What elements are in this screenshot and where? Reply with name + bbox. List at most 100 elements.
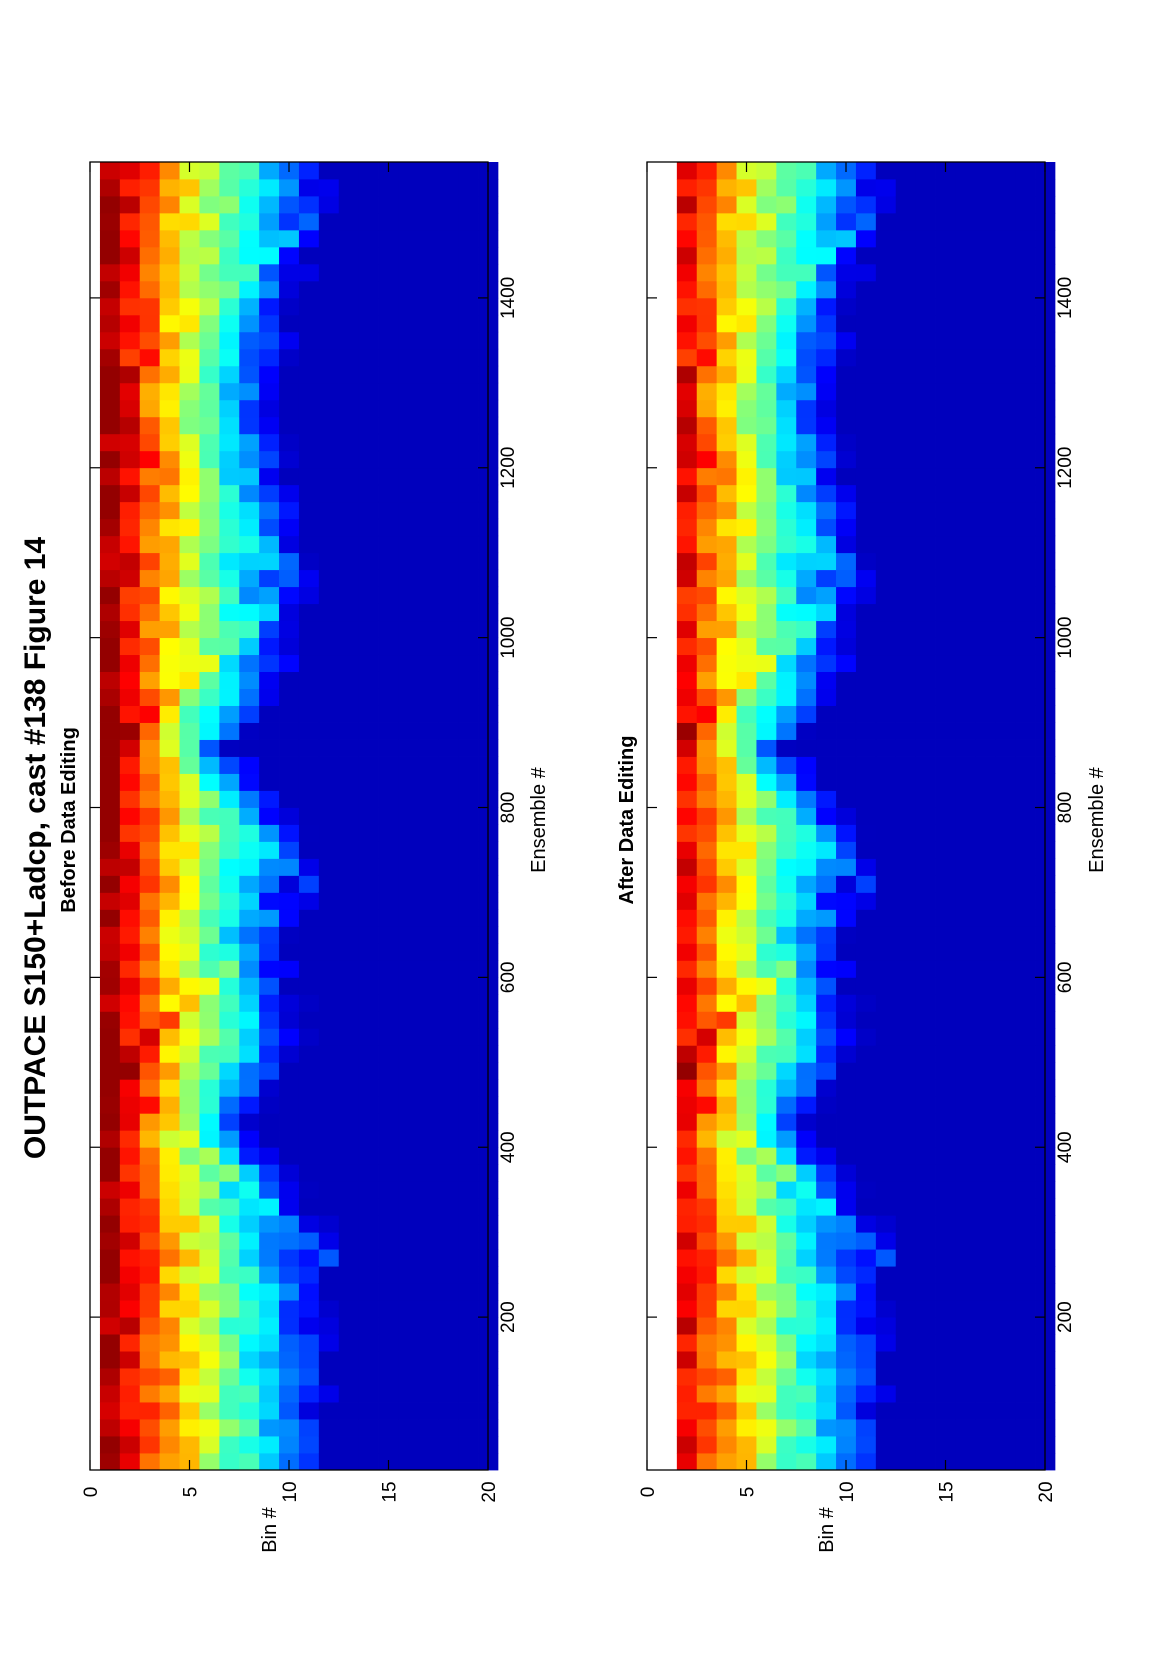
heatmap-cell <box>816 1249 837 1267</box>
heatmap-cell <box>995 552 1016 571</box>
heatmap-cell <box>219 518 240 537</box>
heatmap-cell <box>179 824 200 842</box>
heatmap-cell <box>259 1249 280 1267</box>
heatmap-cell <box>836 1096 857 1114</box>
heatmap-cell <box>836 926 857 944</box>
heatmap-cell <box>219 569 240 588</box>
heatmap-cell <box>855 1011 877 1029</box>
heatmap-cell <box>99 1351 121 1369</box>
heatmap-cell <box>298 1215 320 1233</box>
heatmap-cell <box>199 195 220 214</box>
heatmap-cell <box>895 1419 917 1437</box>
heatmap-cell <box>159 1198 180 1216</box>
heatmap-cell <box>139 1368 161 1386</box>
heatmap-cell <box>895 1045 917 1063</box>
heatmap-cell <box>855 977 877 995</box>
heatmap-cell <box>955 1130 976 1148</box>
heatmap-cell <box>438 1249 459 1267</box>
heatmap-cell <box>199 756 220 774</box>
heatmap-cell <box>975 603 996 622</box>
heatmap-cell <box>458 518 479 537</box>
heatmap-cell <box>358 1130 379 1148</box>
heatmap-cell <box>219 1385 240 1403</box>
heatmap-cell <box>458 858 479 876</box>
heatmap-cell <box>1015 450 1036 469</box>
heatmap-cell <box>458 671 479 689</box>
x-tick-label: 400 <box>1055 1131 1076 1163</box>
heatmap-cell <box>1015 722 1036 740</box>
heatmap-cell <box>418 705 439 723</box>
heatmap-cell <box>875 1385 897 1403</box>
heatmap-cell <box>776 501 797 520</box>
heatmap-cell <box>279 603 300 622</box>
heatmap-cell <box>418 994 439 1012</box>
heatmap-cell <box>915 620 936 639</box>
heatmap-cell <box>119 739 141 757</box>
heatmap-cell <box>975 246 996 265</box>
heatmap-cell <box>1015 1181 1036 1199</box>
heatmap-cell <box>915 654 936 673</box>
heatmap-cell <box>875 1215 897 1233</box>
heatmap-cell <box>219 229 240 248</box>
heatmap-cell <box>358 586 379 605</box>
heatmap-cell <box>935 943 956 961</box>
heatmap-cell <box>935 1300 956 1318</box>
heatmap-cell <box>179 807 200 825</box>
heatmap-cell <box>438 1385 459 1403</box>
heatmap-cell <box>875 348 897 367</box>
heatmap-cell <box>995 162 1016 180</box>
heatmap-cell <box>915 1453 936 1471</box>
heatmap-cell <box>298 858 320 876</box>
heatmap-cell <box>736 960 757 978</box>
heatmap-cell <box>676 1113 698 1131</box>
heatmap-cell <box>995 1198 1016 1216</box>
heatmap-cell <box>955 450 976 469</box>
heatmap-cell <box>776 365 797 384</box>
heatmap-cell <box>119 943 141 961</box>
heatmap-cell <box>855 875 877 893</box>
heatmap-cell <box>418 671 439 689</box>
heatmap-cell <box>398 467 419 486</box>
heatmap-cell <box>676 807 698 825</box>
heatmap-cell <box>915 1079 936 1097</box>
heatmap-cell <box>776 773 797 791</box>
heatmap-cell <box>796 1283 817 1301</box>
heatmap-cell <box>119 875 141 893</box>
heatmap-cell <box>875 1147 897 1165</box>
heatmap-cell <box>219 807 240 825</box>
heatmap-cell <box>676 620 698 639</box>
heatmap-cell <box>259 314 280 333</box>
heatmap-cell <box>915 535 936 554</box>
heatmap-cell <box>855 501 877 520</box>
heatmap-cell <box>438 586 459 605</box>
heatmap-cell <box>995 943 1016 961</box>
heatmap-cell <box>756 807 777 825</box>
heatmap-cell <box>756 467 777 486</box>
heatmap-cell <box>895 178 917 197</box>
heatmap-cell <box>716 416 737 435</box>
heatmap-cell <box>318 1215 340 1233</box>
heatmap-cell <box>895 1096 917 1114</box>
heatmap-cell <box>318 705 340 723</box>
heatmap-cell <box>119 365 141 384</box>
heatmap-cell <box>816 501 837 520</box>
heatmap-cell <box>955 1402 976 1420</box>
heatmap-cell <box>398 212 419 231</box>
heatmap-cell <box>1015 807 1036 825</box>
heatmap-cell <box>836 1266 857 1284</box>
heatmap-cell <box>378 671 399 689</box>
heatmap-cell <box>716 535 737 554</box>
heatmap-cell <box>398 1113 419 1131</box>
heatmap-cell <box>995 1249 1016 1267</box>
heatmap-cell <box>398 977 419 995</box>
heatmap-cell <box>458 654 479 673</box>
heatmap-cell <box>975 909 996 927</box>
heatmap-cell <box>358 1181 379 1199</box>
heatmap-cell <box>955 977 976 995</box>
heatmap-cell <box>995 1283 1016 1301</box>
heatmap-cell <box>99 1436 121 1454</box>
heatmap-cell <box>159 399 180 418</box>
heatmap-cell <box>438 535 459 554</box>
heatmap-cell <box>438 229 459 248</box>
heatmap-cell <box>219 1164 240 1182</box>
